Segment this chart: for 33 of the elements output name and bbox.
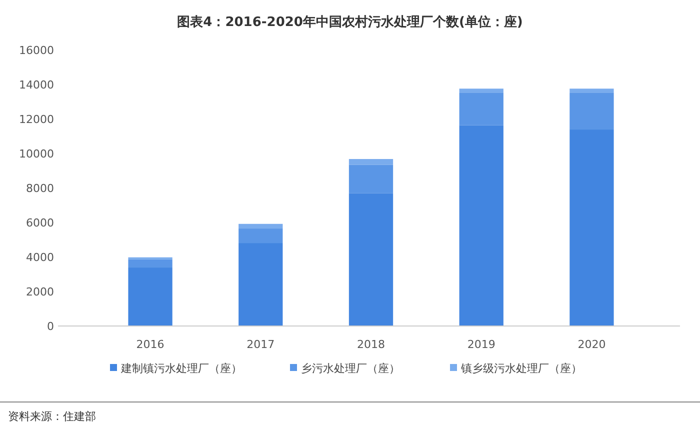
x-tick-label: 2017 (246, 338, 275, 351)
bar (238, 228, 283, 244)
legend-label: 镇乡级污水处理厂（座） (460, 362, 582, 375)
x-tick-label: 2019 (467, 338, 496, 351)
y-tick-label: 6000 (26, 216, 54, 230)
y-tick-label: 14000 (19, 78, 54, 92)
y-tick-label: 8000 (26, 182, 54, 195)
y-tick-label: 16000 (19, 44, 54, 57)
bar (348, 159, 394, 165)
bar (570, 88, 614, 93)
bar (459, 88, 504, 93)
y-tick-label: 2000 (26, 285, 54, 298)
bar (128, 259, 172, 268)
bar (348, 193, 394, 326)
y-tick-label: 10000 (19, 147, 54, 160)
legend-label: 建制镇污水处理厂（座） (120, 362, 242, 375)
y-tick-label: 12000 (19, 112, 54, 126)
legend-label: 乡污水处理厂（座） (301, 362, 400, 375)
x-tick-label: 2018 (357, 338, 385, 351)
x-tick-label: 2020 (578, 338, 606, 351)
bar (459, 125, 504, 326)
bar (570, 130, 614, 326)
text: 资料来源：住建部 (8, 410, 96, 423)
x-tick-label: 2016 (136, 338, 164, 351)
chart-title: 图表4：2016-2020年中国农村污水处理厂个数(单位：座) (177, 14, 523, 30)
bar (348, 164, 394, 194)
bar (128, 268, 172, 326)
bar (238, 224, 283, 229)
bar (238, 243, 283, 326)
y-tick-label: 4000 (26, 250, 54, 264)
bar (570, 92, 614, 130)
bar (459, 92, 504, 126)
y-tick-label: 0 (47, 320, 54, 333)
